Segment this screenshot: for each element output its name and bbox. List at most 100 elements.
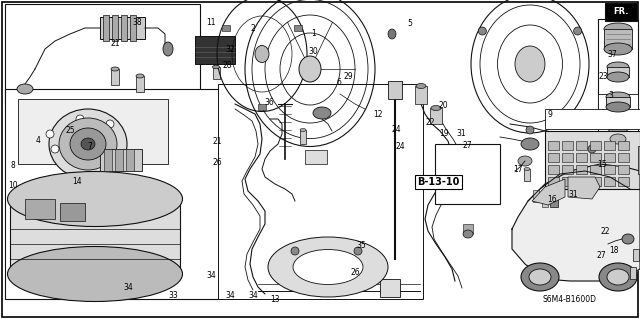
Ellipse shape [8,247,182,301]
Text: 22: 22 [426,118,435,127]
Text: 22: 22 [600,227,609,236]
Bar [598,94,638,164]
Bar [100,149,142,171]
Text: 16: 16 [547,195,557,204]
Text: 37: 37 [607,50,617,59]
Ellipse shape [515,46,545,82]
Text: 10: 10 [8,181,18,189]
Ellipse shape [163,42,173,56]
Text: 21: 21 [213,137,222,146]
Ellipse shape [599,263,637,291]
Bar [5,4,200,104]
Ellipse shape [17,84,33,94]
Bar [562,177,573,186]
Text: 35: 35 [356,241,367,250]
Bar [100,17,145,39]
Text: 12: 12 [373,110,382,119]
Text: 20: 20 [438,101,449,110]
Bar [103,15,109,41]
Bar [548,177,559,186]
Bar [195,36,235,64]
Text: 5: 5 [407,19,412,28]
Text: 25: 25 [65,126,76,135]
Bar [604,29,632,49]
Bar [576,141,587,150]
Ellipse shape [604,23,632,35]
Bar [305,150,327,164]
Bar [607,67,629,77]
Bar [548,141,559,150]
Ellipse shape [291,247,299,255]
Text: 32: 32 [225,45,236,54]
Text: 24: 24 [392,125,402,134]
Ellipse shape [111,67,119,71]
Bar [104,149,112,171]
Bar [618,165,629,174]
Bar [10,194,180,274]
Ellipse shape [46,130,54,138]
Ellipse shape [463,230,473,238]
Bar [112,15,118,41]
Bar [606,97,630,107]
Bar [533,190,539,202]
Ellipse shape [59,118,117,170]
Text: 4: 4 [36,136,41,145]
Bar [126,149,134,171]
Bar [618,177,629,186]
Bar [380,279,400,297]
Bar [435,144,500,204]
Bar [60,203,85,221]
Text: 9: 9 [548,110,553,119]
Text: 34: 34 [123,283,133,292]
Text: 11: 11 [207,18,216,27]
Bar [545,109,640,129]
Bar [618,141,629,150]
Text: 24: 24 [395,142,405,151]
Bar [633,249,639,261]
Text: 18: 18 [610,246,619,255]
Bar [545,131,640,189]
Text: S6M4-B1600D: S6M4-B1600D [543,295,596,304]
Text: 34: 34 [225,291,236,300]
Bar [218,84,423,299]
Ellipse shape [416,84,426,88]
Ellipse shape [529,269,551,285]
Bar [576,153,587,162]
Ellipse shape [70,128,106,160]
Ellipse shape [608,125,628,143]
Bar [25,199,55,219]
Ellipse shape [51,145,59,153]
Bar [605,3,637,21]
Ellipse shape [8,172,182,226]
Bar [618,153,629,162]
Text: 27: 27 [596,251,607,260]
Bar [604,153,615,162]
Ellipse shape [106,120,114,128]
Ellipse shape [81,138,95,150]
Text: 1: 1 [311,29,316,38]
Text: 6: 6 [337,78,342,87]
Bar [121,15,127,41]
Ellipse shape [388,29,396,39]
Bar [576,177,587,186]
Text: 26: 26 [212,158,223,167]
Text: 26: 26 [350,268,360,277]
Text: 30: 30 [308,47,319,56]
Text: 36: 36 [264,98,274,107]
Bar [415,86,427,104]
Ellipse shape [622,234,634,244]
Text: 13: 13 [270,295,280,304]
Ellipse shape [521,263,559,291]
Bar [221,25,230,31]
Ellipse shape [606,92,630,102]
Ellipse shape [610,134,626,144]
Bar [590,153,601,162]
Bar [300,130,306,144]
Bar [136,76,144,92]
Bar [5,89,220,299]
Ellipse shape [76,140,84,148]
Ellipse shape [521,138,539,150]
Text: 34: 34 [206,271,216,280]
Ellipse shape [299,56,321,82]
Ellipse shape [588,145,596,153]
